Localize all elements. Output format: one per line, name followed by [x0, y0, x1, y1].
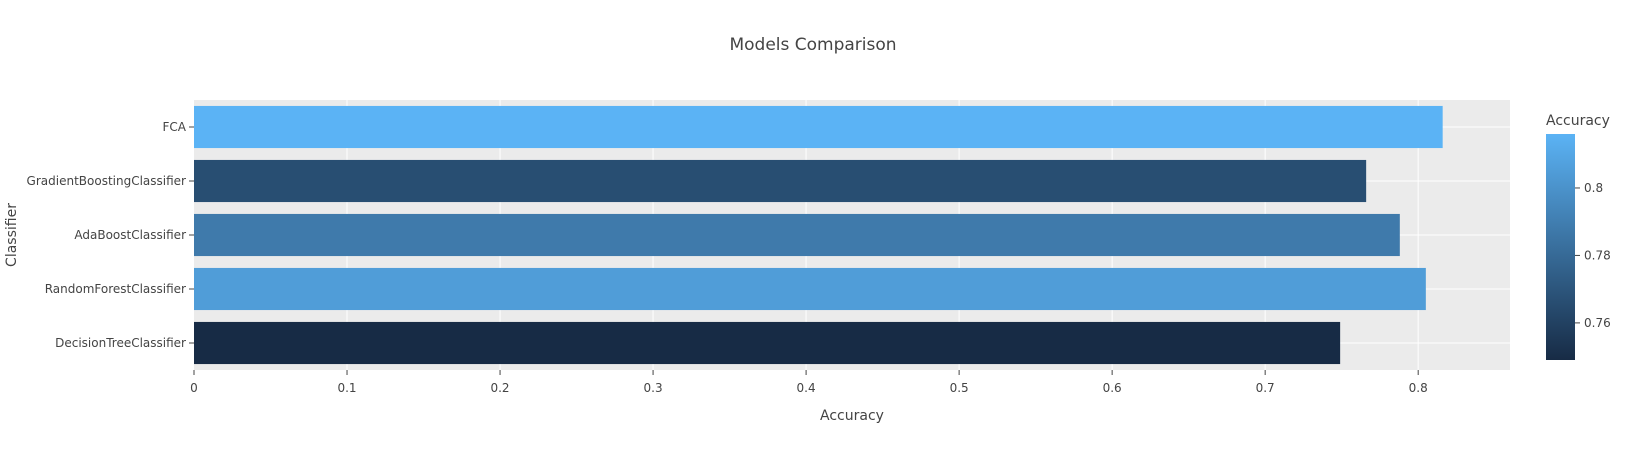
x-axis-title: Accuracy [820, 408, 884, 424]
colorbar-title: Accuracy [1546, 113, 1610, 129]
y-tick-label: RandomForestClassifier [45, 282, 186, 296]
colorbar: Accuracy 0.76 0.78 0.8 [1546, 113, 1611, 360]
y-tick-label: FCA [163, 120, 187, 134]
bar-adaboostclassifier[interactable] [194, 213, 1400, 257]
x-tick-label: 0.4 [797, 381, 816, 395]
bar-gradientboostingclassifier[interactable] [194, 159, 1367, 203]
x-axis: 0 0.1 0.2 0.3 0.4 0.5 0.6 0.7 0.8 [190, 370, 1428, 395]
x-tick-label: 0 [190, 381, 198, 395]
y-axis-title: Classifier [4, 203, 20, 267]
x-tick-label: 0.2 [490, 381, 509, 395]
bars [194, 105, 1443, 365]
colorbar-tick-label: 0.76 [1584, 316, 1611, 330]
x-tick-label: 0.6 [1103, 381, 1122, 395]
x-tick-label: 0.7 [1256, 381, 1275, 395]
x-tick-label: 0.8 [1409, 381, 1428, 395]
x-tick-label: 0.5 [950, 381, 969, 395]
bar-fca[interactable] [194, 105, 1443, 149]
y-tick-label: GradientBoostingClassifier [27, 174, 187, 188]
y-tick-label: DecisionTreeClassifier [55, 336, 186, 350]
colorbar-gradient [1546, 134, 1575, 360]
chart-title: Models Comparison [729, 35, 896, 55]
x-tick-label: 0.3 [644, 381, 663, 395]
colorbar-tick-label: 0.8 [1584, 181, 1603, 195]
x-tick-label: 0.1 [337, 381, 356, 395]
y-tick-label: AdaBoostClassifier [74, 228, 186, 242]
bar-decisiontreeclassifier[interactable] [194, 321, 1341, 365]
y-axis: FCA GradientBoostingClassifier AdaBoostCla… [27, 120, 194, 350]
bar-randomforestclassifier[interactable] [194, 267, 1426, 311]
colorbar-tick-label: 0.78 [1584, 248, 1611, 262]
